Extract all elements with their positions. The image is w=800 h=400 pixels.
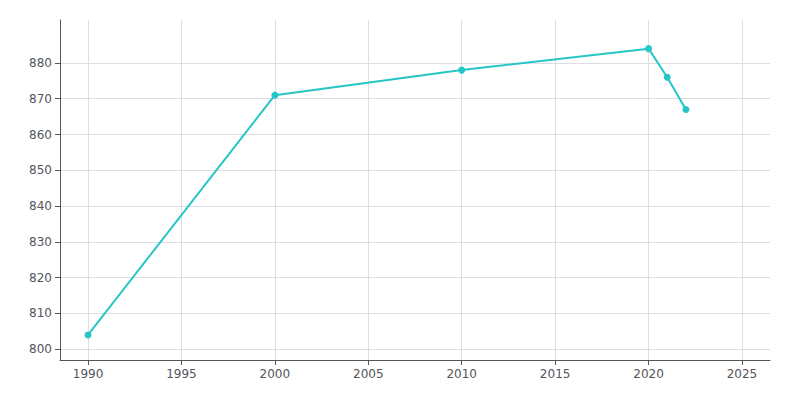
svg-text:810: 810 [29,306,52,320]
svg-text:830: 830 [29,235,52,249]
svg-text:1995: 1995 [166,367,197,381]
svg-text:800: 800 [29,342,52,356]
svg-text:1990: 1990 [73,367,104,381]
svg-text:840: 840 [29,199,52,213]
svg-text:2005: 2005 [353,367,384,381]
svg-text:870: 870 [29,92,52,106]
svg-text:2025: 2025 [727,367,758,381]
svg-text:2000: 2000 [260,367,291,381]
svg-text:860: 860 [29,128,52,142]
svg-text:2015: 2015 [540,367,571,381]
svg-text:880: 880 [29,56,52,70]
svg-text:820: 820 [29,271,52,285]
svg-text:2020: 2020 [633,367,664,381]
svg-text:2010: 2010 [446,367,477,381]
svg-text:850: 850 [29,163,52,177]
